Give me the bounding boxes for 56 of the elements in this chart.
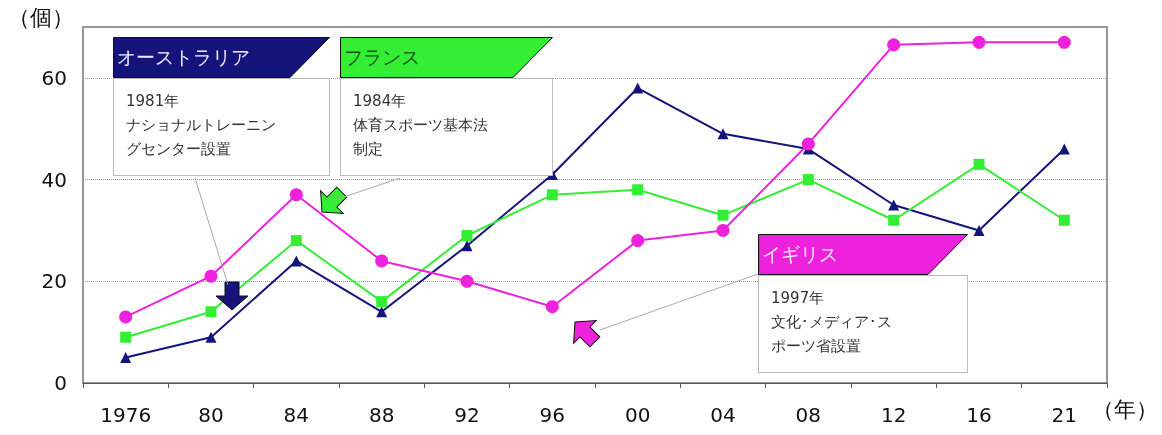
- x-tick-label: 96: [539, 403, 566, 427]
- x-tick-label: 92: [454, 403, 480, 427]
- point: [973, 224, 985, 236]
- annotation: 1997年文化･メディア･スポーツ省設置: [771, 288, 893, 357]
- point: [716, 223, 730, 237]
- x-tick-label: 88: [368, 403, 395, 427]
- x-tick-label: 1976: [100, 403, 152, 427]
- x-tick-label: 80: [198, 403, 224, 427]
- point: [1058, 214, 1070, 226]
- point: [888, 199, 900, 211]
- point: [120, 352, 132, 364]
- x-tick-label: 04: [710, 403, 736, 427]
- point: [290, 255, 302, 267]
- x-tick-label: 84: [283, 403, 310, 427]
- y-tick-label: 20: [41, 269, 67, 294]
- y-tick-label: 40: [41, 167, 67, 192]
- point: [972, 35, 986, 49]
- point: [461, 230, 473, 242]
- x-axis-title: （年）: [1092, 396, 1158, 422]
- point: [632, 184, 644, 196]
- point: [888, 214, 900, 226]
- point: [375, 254, 389, 268]
- point: [120, 331, 132, 343]
- point: [460, 274, 474, 288]
- point: [1057, 35, 1071, 49]
- point: [289, 188, 303, 202]
- point: [1058, 143, 1070, 155]
- y-tick-label: 0: [54, 371, 67, 395]
- series-label: イギリス: [762, 242, 838, 267]
- point: [205, 331, 217, 343]
- point: [717, 128, 729, 140]
- y-axis-title: （個）: [8, 4, 74, 30]
- annotation: 1981年ナショナルトレーニングセンター設置: [126, 91, 277, 160]
- y-tick-label: 60: [41, 65, 67, 90]
- point: [887, 38, 901, 52]
- point: [801, 137, 815, 151]
- x-tick-label: 00: [624, 403, 651, 427]
- point: [205, 306, 217, 318]
- point: [545, 300, 559, 314]
- point: [973, 158, 985, 170]
- point: [546, 189, 558, 201]
- x-tick-label: 08: [795, 403, 822, 427]
- x-tick-label: 16: [966, 403, 992, 427]
- point: [376, 296, 388, 308]
- point: [119, 310, 133, 324]
- annotation: 1984年体育スポーツ基本法制定: [353, 91, 489, 160]
- point: [376, 306, 388, 318]
- point: [290, 235, 302, 247]
- x-tick-label: 12: [880, 403, 907, 427]
- point: [461, 240, 473, 252]
- point: [631, 234, 645, 248]
- point: [717, 209, 729, 221]
- point: [204, 269, 218, 283]
- point: [802, 174, 814, 186]
- point: [632, 82, 644, 94]
- x-tick-label: 21: [1051, 403, 1078, 427]
